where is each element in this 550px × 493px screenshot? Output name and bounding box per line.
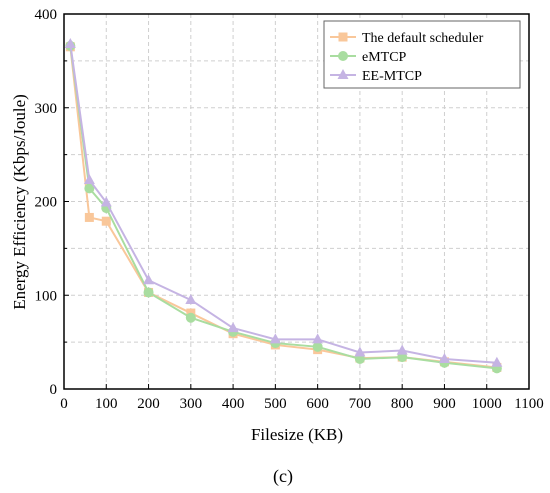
data-point (101, 216, 111, 226)
x-tick-label: 200 (137, 396, 160, 412)
data-point (185, 312, 196, 323)
data-point (227, 322, 239, 333)
data-point (83, 173, 95, 184)
legend-label: The default scheduler (362, 31, 484, 46)
y-tick-label: 300 (35, 101, 58, 117)
data-point (269, 333, 281, 344)
x-axis-label: Filesize (KB) (251, 425, 343, 444)
data-point (396, 344, 408, 355)
legend-label: eMTCP (362, 50, 407, 65)
y-axis-label: Energy Efficiency (Kbps/Joule) (10, 94, 29, 310)
legend: The default scheduler eMTCP EE-MTCP (323, 20, 521, 89)
data-point (312, 333, 324, 344)
data-point (143, 274, 155, 285)
legend-swatch-marker (338, 32, 348, 42)
data-point (143, 287, 154, 298)
data-point (491, 356, 503, 367)
x-tick-label: 1100 (514, 396, 543, 412)
series-line (69, 46, 497, 369)
series-2 (64, 38, 503, 367)
y-tick-label: 100 (35, 288, 58, 304)
legend-entry-ee-mtcp: EE-MTCP (330, 69, 422, 84)
x-tick-label: 900 (433, 396, 456, 412)
grid-lines (64, 14, 529, 389)
data-point (438, 353, 450, 363)
data-point (185, 293, 197, 304)
legend-marker (338, 51, 348, 61)
series-line (69, 45, 497, 370)
legend-label: EE-MTCP (362, 69, 422, 84)
x-tick-label: 500 (264, 396, 287, 412)
legend-swatch-marker (338, 51, 348, 61)
series-line (69, 43, 497, 364)
axis-ticks: 0 100 200 300 400 500 600 700 800 900 1000 1100 0 100… (35, 7, 544, 412)
series-0 (65, 42, 502, 372)
x-tick-label: 800 (391, 396, 414, 412)
x-tick-label: 600 (306, 396, 329, 412)
x-tick-label: 300 (180, 396, 203, 412)
data-point (100, 196, 112, 207)
panel-label: (c) (273, 466, 293, 487)
data-point (354, 346, 366, 357)
legend-marker (338, 32, 348, 42)
data-point (64, 38, 76, 48)
data-point (354, 354, 365, 364)
legend-entry-emtcp: eMTCP (330, 50, 407, 65)
series-layer (64, 38, 503, 374)
x-tick-label: 100 (95, 396, 118, 412)
x-tick-label: 700 (349, 396, 372, 412)
x-tick-label: 0 (60, 396, 68, 412)
data-point (397, 352, 408, 363)
y-tick-label: 400 (35, 7, 58, 23)
y-tick-label: 0 (50, 382, 58, 398)
legend-entry-default-scheduler: The default scheduler (330, 31, 484, 46)
data-point (84, 183, 95, 194)
legend-marker (337, 69, 349, 79)
series-1 (65, 40, 502, 374)
y-tick-label: 200 (35, 195, 58, 211)
legend-box (323, 20, 521, 89)
x-tick-label: 400 (222, 396, 245, 412)
data-point (84, 212, 94, 222)
legend-swatch-marker (337, 69, 349, 79)
data-point (312, 341, 323, 352)
x-tick-label: 1000 (472, 396, 502, 412)
